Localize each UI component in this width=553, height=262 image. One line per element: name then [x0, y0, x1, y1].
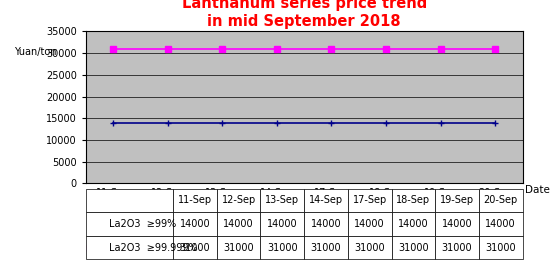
Text: 17-Sep: 17-Sep [353, 195, 387, 205]
Text: 14000: 14000 [442, 219, 472, 229]
Text: 31000: 31000 [398, 243, 429, 253]
Text: La2O3  ≥99%: La2O3 ≥99% [109, 219, 177, 229]
Text: 14-Sep: 14-Sep [309, 195, 343, 205]
Text: 31000: 31000 [223, 243, 254, 253]
Text: 31000: 31000 [311, 243, 341, 253]
Text: 14000: 14000 [267, 219, 298, 229]
Text: 31000: 31000 [267, 243, 298, 253]
Text: 14000: 14000 [486, 219, 516, 229]
Text: 31000: 31000 [354, 243, 385, 253]
Text: 12-Sep: 12-Sep [222, 195, 255, 205]
Text: 20-Sep: 20-Sep [484, 195, 518, 205]
Text: 14000: 14000 [223, 219, 254, 229]
Text: Yuan/ton: Yuan/ton [14, 47, 56, 57]
Text: 31000: 31000 [486, 243, 516, 253]
Text: 14000: 14000 [354, 219, 385, 229]
Text: La2O3  ≥99.999%: La2O3 ≥99.999% [109, 243, 198, 253]
Text: 18-Sep: 18-Sep [397, 195, 430, 205]
Text: 14000: 14000 [398, 219, 429, 229]
Text: 11-Sep: 11-Sep [178, 195, 212, 205]
Text: Date: Date [525, 185, 550, 195]
Text: 14000: 14000 [180, 219, 210, 229]
Text: 13-Sep: 13-Sep [265, 195, 299, 205]
Text: 31000: 31000 [442, 243, 472, 253]
Title: Lanthanum series price trend
in mid September 2018: Lanthanum series price trend in mid Sept… [181, 0, 427, 29]
Text: 31000: 31000 [180, 243, 210, 253]
Text: 19-Sep: 19-Sep [440, 195, 474, 205]
Text: 14000: 14000 [311, 219, 341, 229]
